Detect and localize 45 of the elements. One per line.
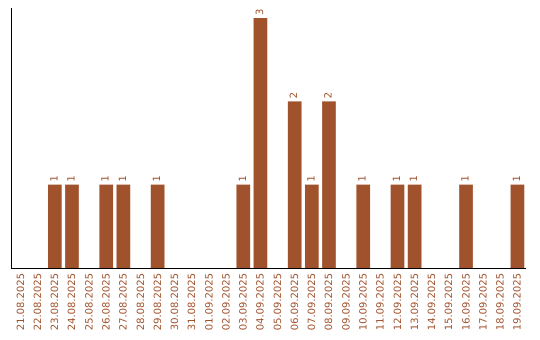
x-tick-label: 17.09.2025 (478, 273, 490, 330)
x-tick-label: 24.08.2025 (67, 273, 78, 330)
data-label: 1 (152, 175, 164, 182)
x-tick-label: 13.09.2025 (410, 273, 421, 330)
x-tick-label: 30.08.2025 (170, 273, 182, 330)
x-tick-label: 27.08.2025 (118, 273, 130, 330)
x-tick-label: 26.08.2025 (101, 273, 112, 330)
x-tick-label: 18.09.2025 (496, 273, 507, 330)
x-tick-label: 09.09.2025 (341, 273, 352, 330)
data-label: 3 (254, 8, 266, 15)
data-label: 1 (512, 175, 523, 182)
x-tick-label: 08.09.2025 (324, 273, 336, 330)
x-tick-label: 23.08.2025 (50, 273, 62, 330)
data-label: 1 (306, 175, 318, 182)
x-tick-label: 03.09.2025 (238, 273, 250, 330)
x-tick-label: 05.09.2025 (272, 273, 284, 330)
data-label: 1 (100, 175, 112, 182)
x-tick-label: 19.09.2025 (512, 273, 524, 330)
data-label: 1 (460, 175, 472, 182)
x-tick-label: 29.08.2025 (152, 273, 164, 330)
data-label: 2 (323, 92, 334, 98)
x-tick-label: 01.09.2025 (204, 273, 216, 330)
x-tick-label: 10.09.2025 (358, 273, 370, 330)
x-tick-label: 12.09.2025 (392, 273, 404, 330)
x-tick-label: 06.09.2025 (290, 273, 301, 330)
x-tick-label: 31.08.2025 (187, 273, 198, 330)
data-label: 1 (238, 175, 249, 182)
x-tick-label: 16.09.2025 (461, 273, 472, 330)
x-tick-label: 07.09.2025 (307, 273, 318, 330)
data-label: 2 (289, 92, 300, 98)
data-label: 1 (392, 175, 403, 182)
data-label: 1 (66, 175, 78, 182)
x-tick-label: 14.09.2025 (427, 273, 438, 330)
data-label: 1 (49, 175, 60, 182)
x-tick-label: 25.08.2025 (84, 273, 96, 330)
x-tick-label: 15.09.2025 (444, 273, 456, 330)
data-label: 1 (118, 175, 129, 182)
data-label: 1 (358, 175, 369, 182)
x-tick-label: 28.08.2025 (136, 273, 147, 330)
x-tick-label: 11.09.2025 (376, 273, 387, 330)
x-tick-label: 22.08.2025 (32, 273, 44, 330)
x-tick-label: 21.08.2025 (16, 273, 27, 330)
x-tick-label: 02.09.2025 (221, 273, 232, 330)
x-tick-label: 04.09.2025 (256, 273, 267, 330)
data-label: 1 (409, 175, 420, 182)
